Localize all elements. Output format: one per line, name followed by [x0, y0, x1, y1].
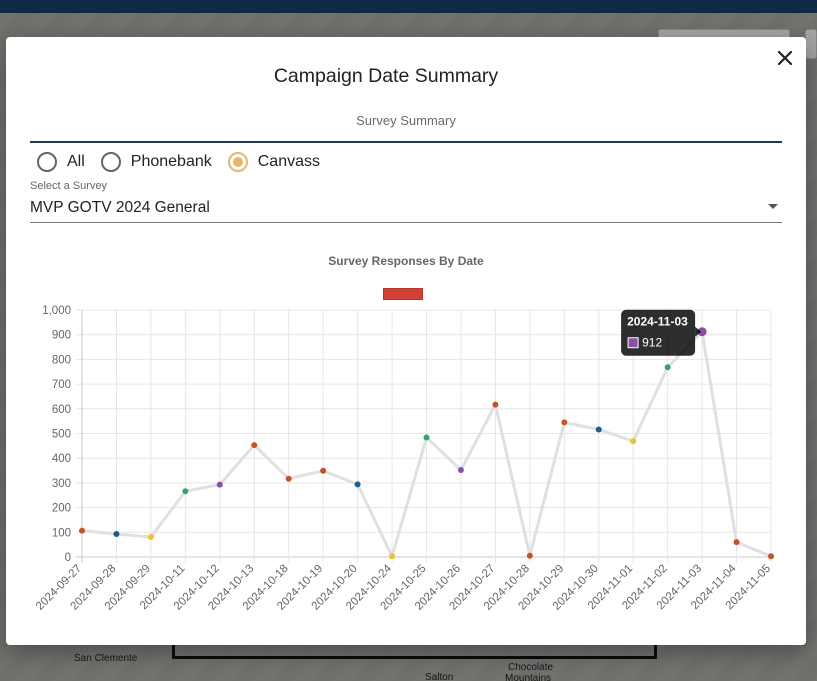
- data-point: [697, 327, 707, 337]
- data-point: [630, 438, 637, 445]
- data-point: [423, 434, 430, 441]
- chart-tooltip: 2024-11-03 912: [621, 309, 702, 356]
- y-tick-label: 1,000: [42, 305, 71, 317]
- map-label-mountains-1: Chocolate: [508, 662, 554, 673]
- data-point: [320, 467, 327, 474]
- y-tick-label: 100: [52, 527, 71, 539]
- radio-canvass-circle[interactable]: [227, 152, 248, 172]
- data-point: [733, 539, 740, 546]
- data-point: [526, 552, 533, 559]
- y-tick-label: 300: [52, 478, 71, 490]
- map-label-mountains-2: Mountains: [505, 673, 552, 681]
- source-filter-radio-group: All Phonebank Canvass: [37, 150, 336, 174]
- y-tick-label: 600: [52, 404, 71, 416]
- chevron-down-icon[interactable]: [768, 204, 778, 209]
- map-label-city: San Clemente: [74, 653, 138, 664]
- legend-swatch[interactable]: [383, 288, 423, 300]
- radio-phonebank[interactable]: Phonebank: [100, 152, 212, 172]
- y-tick-label: 900: [52, 330, 71, 342]
- data-point: [492, 401, 499, 408]
- data-point: [389, 553, 396, 560]
- survey-responses-chart: 01002003004005006007008009001,0002024-09…: [34, 305, 774, 613]
- map-route-line: [172, 643, 657, 659]
- survey-select-value: MVP GOTV 2024 General: [30, 199, 210, 216]
- data-point: [182, 488, 189, 495]
- campaign-summary-modal: Campaign Date Summary Survey Summary All…: [6, 37, 806, 645]
- radio-all-label: All: [67, 153, 85, 170]
- data-point: [147, 533, 154, 540]
- y-tick-label: 800: [52, 354, 71, 366]
- y-tick-label: 400: [52, 453, 71, 465]
- tooltip-caret: [695, 326, 702, 337]
- data-point: [561, 419, 568, 426]
- tooltip-swatch: [627, 337, 639, 349]
- close-icon: [777, 50, 793, 66]
- tooltip-box: [621, 309, 696, 356]
- data-point: [664, 364, 671, 371]
- y-tick-label: 500: [52, 429, 71, 441]
- tooltip-value: 912: [642, 336, 662, 350]
- data-point: [457, 467, 464, 474]
- radio-phonebank-label: Phonebank: [130, 153, 212, 170]
- map-label-salton: Salton: [425, 672, 454, 681]
- tab-bar: Survey Summary: [30, 109, 782, 143]
- data-point: [216, 481, 223, 488]
- data-point: [595, 426, 602, 433]
- radio-canvass[interactable]: Canvass: [227, 152, 320, 172]
- y-tick-label: 0: [65, 552, 71, 564]
- data-point: [113, 531, 120, 538]
- chart-title: Survey Responses By Date: [328, 254, 484, 268]
- modal-title: Campaign Date Summary: [273, 65, 499, 87]
- radio-phonebank-circle[interactable]: [100, 152, 121, 172]
- radio-canvass-label: Canvass: [257, 153, 320, 170]
- radio-all-circle[interactable]: [37, 152, 57, 172]
- data-point: [768, 553, 774, 560]
- tooltip-title: 2024-11-03: [627, 315, 688, 329]
- y-tick-label: 200: [52, 503, 71, 515]
- radio-all[interactable]: All: [37, 152, 85, 172]
- y-tick-label: 700: [52, 379, 71, 391]
- data-point: [354, 481, 361, 488]
- app-top-bar: [0, 0, 817, 13]
- survey-select-caption: Select a Survey: [30, 180, 108, 192]
- close-button[interactable]: [776, 49, 794, 67]
- survey-select[interactable]: Select a Survey MVP GOTV 2024 General: [30, 180, 782, 223]
- data-point: [285, 475, 292, 482]
- data-point: [79, 527, 85, 534]
- data-point: [251, 442, 258, 449]
- tab-survey-summary[interactable]: Survey Summary: [356, 113, 456, 128]
